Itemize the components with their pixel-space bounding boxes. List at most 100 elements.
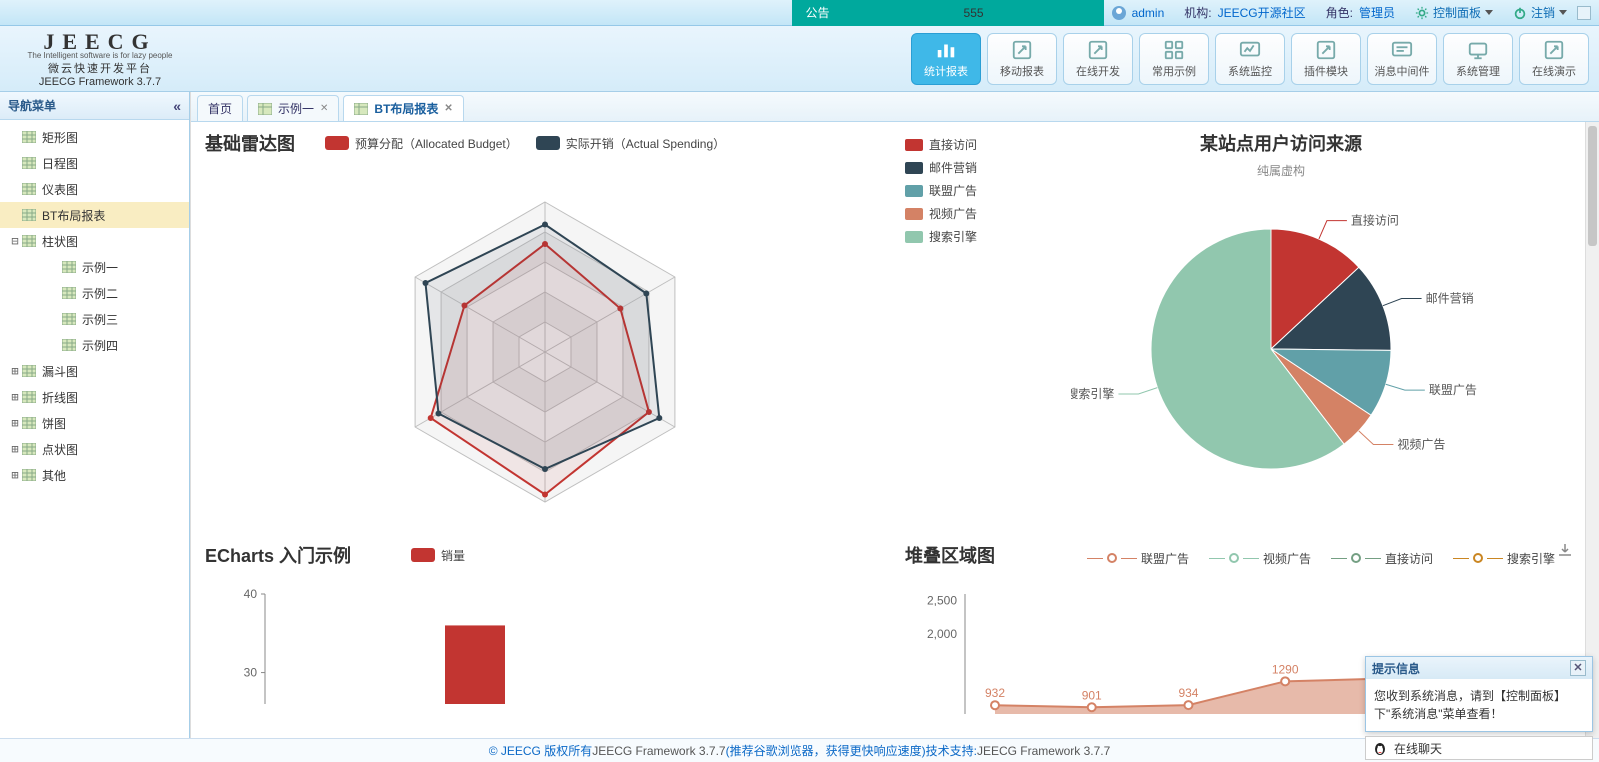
sidebar-collapse-icon[interactable]: « [173,98,181,114]
table-icon [22,182,38,196]
tree-item-示例四[interactable]: 示例四 [0,332,189,358]
org-value[interactable]: JEECG开源社区 [1218,4,1306,21]
logo: JEECG The Intelligent software is for la… [10,29,190,88]
dash [1453,558,1469,559]
table-icon [22,468,38,482]
tab-BT布局报表[interactable]: BT布局报表✕ [343,95,463,121]
dash [1243,558,1259,559]
tree-label: 点状图 [42,441,78,458]
role-value[interactable]: 管理员 [1359,4,1395,21]
legend-label: 搜索引擎 [1507,550,1555,567]
sidebar: 导航菜单 « 矩形图日程图仪表图 BT布局报表⊟柱状图示例一示例二示例三示例四 ⊞漏… [0,92,190,738]
swatch [905,139,923,151]
nav-常用示例[interactable]: 常用示例 [1139,33,1209,85]
download-icon[interactable] [1557,542,1573,561]
tree-label: 仪表图 [42,181,78,198]
expand-icon[interactable]: ⊞ [8,468,22,482]
tree-item-BT布局报表[interactable]: BT布局报表 [0,202,189,228]
table-icon [22,364,38,378]
tree-item-点状图[interactable]: ⊞ 点状图 [0,436,189,462]
notification-header: 提示信息 ✕ [1366,657,1592,679]
dash [1209,558,1225,559]
footer: © JEECG 版权所有 JEECG Framework 3.7.7 (推荐谷歌… [0,738,1599,762]
tree-item-示例一[interactable]: 示例一 [0,254,189,280]
nav-在线开发[interactable]: 在线开发 [1063,33,1133,85]
chat-bar[interactable]: 在线聊天 [1365,736,1593,760]
tab-首页[interactable]: 首页 [197,95,243,121]
footer-rec[interactable]: (推荐谷歌浏览器，获得更快响应速度) [726,742,926,759]
penguin-icon [1372,740,1388,756]
notification-popup: 提示信息 ✕ 您收到系统消息，请到【控制面板】下"系统消息"菜单查看！ [1365,656,1593,732]
logo-cn: 微云快速开发平台 [48,60,152,76]
copyright-link[interactable]: © JEECG 版权所有 [489,742,593,759]
tab-close-icon[interactable]: ✕ [320,103,328,114]
expand-icon[interactable]: ⊞ [8,364,22,378]
tree-item-仪表图[interactable]: 仪表图 [0,176,189,202]
username[interactable]: admin [1132,6,1165,20]
control-panel-button[interactable]: 控制面板 [1415,4,1493,21]
nav-在线演示[interactable]: 在线演示 [1519,33,1589,85]
nav-移动报表[interactable]: 移动报表 [987,33,1057,85]
tree-item-饼图[interactable]: ⊞饼图 [0,410,189,436]
bar-title: ECharts 入门示例 [205,542,351,568]
user-icon [1112,6,1126,20]
notification-close-button[interactable]: ✕ [1570,660,1586,676]
tree-item-折线图[interactable]: ⊞折线图 [0,384,189,410]
footer-tech[interactable]: 技术支持: [926,742,977,759]
nav-icon [1391,39,1413,61]
nav-label: 常用示例 [1152,63,1196,79]
legend-label: 视频广告 [929,205,977,222]
tree-label: 示例四 [82,337,118,354]
area-legend: 联盟广告视频广告直接访问搜索引擎 [1025,550,1585,567]
nav-系统管理[interactable]: 系统管理 [1443,33,1513,85]
nav-label: 插件模块 [1304,63,1348,79]
tree-item-日程图[interactable]: 日程图 [0,150,189,176]
svg-text:搜索引擎: 搜索引擎 [1071,386,1114,401]
nav-label: 移动报表 [1000,63,1044,79]
logout-button[interactable]: 注销 [1513,4,1567,21]
scrollbar[interactable] [1585,122,1599,738]
tab-icon [258,103,272,115]
swatch [905,185,923,197]
nav-icon [1163,39,1185,61]
svg-text:30: 30 [244,666,258,680]
sidebar-title: 导航菜单 [8,97,56,114]
tree-item-示例二[interactable]: 示例二 [0,280,189,306]
ring-icon [1473,553,1483,563]
nav-icon [1011,39,1033,61]
tree-item-示例三[interactable]: 示例三 [0,306,189,332]
dash [1487,558,1503,559]
tree-label: 示例一 [82,259,118,276]
swatch [905,208,923,220]
chevron-down-icon [1559,10,1567,15]
tab-close-icon[interactable]: ✕ [444,103,452,114]
table-icon [62,338,78,352]
header-nav: 统计报表移动报表 在线开发常用示例 系统监控插件模块 消息中间件系统管理在线演示 [911,33,1589,85]
nav-消息中间件[interactable]: 消息中间件 [1367,33,1437,85]
dash [1121,558,1137,559]
role-label: 角色: [1326,4,1353,21]
radar-chart [335,162,755,522]
legend-label: 联盟广告 [929,182,977,199]
tab-示例一[interactable]: 示例一✕ [247,95,339,121]
nav-统计报表[interactable]: 统计报表 [911,33,981,85]
nav-插件模块[interactable]: 插件模块 [1291,33,1361,85]
content-body: 基础雷达图 预算分配（Allocated Budget）实际开销（Actual … [191,122,1599,738]
expand-icon[interactable]: ⊟ [8,234,22,248]
radar-legend: 预算分配（Allocated Budget）实际开销（Actual Spendi… [325,135,725,152]
tree-item-漏斗图[interactable]: ⊞漏斗图 [0,358,189,384]
chat-label: 在线聊天 [1394,740,1442,757]
ring-icon [1351,553,1361,563]
expand-icon[interactable]: ⊞ [8,416,22,430]
sidebar-header: 导航菜单 « [0,92,189,120]
tree-item-其他[interactable]: ⊞其他 [0,462,189,488]
nav-系统监控[interactable]: 系统监控 [1215,33,1285,85]
svg-text:40: 40 [244,587,258,601]
tree-item-柱状图[interactable]: ⊟柱状图 [0,228,189,254]
tree-item-矩形图[interactable]: 矩形图 [0,124,189,150]
expand-icon[interactable]: ⊞ [8,390,22,404]
top-square-button[interactable] [1577,6,1591,20]
nav-icon [1315,39,1337,61]
svg-text:视频广告: 视频广告 [1397,436,1445,451]
expand-icon[interactable]: ⊞ [8,442,22,456]
